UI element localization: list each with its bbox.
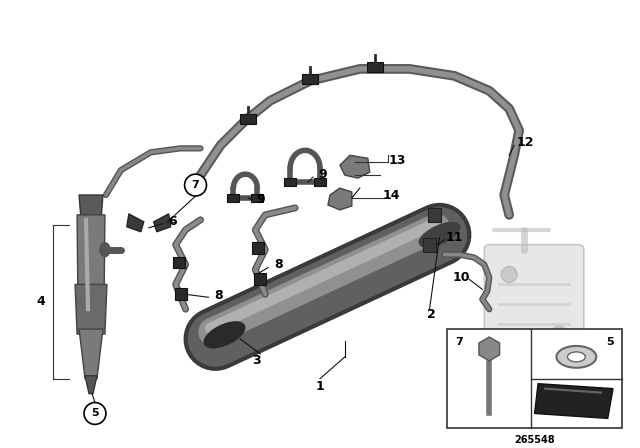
Bar (447, 329, 621, 428)
Polygon shape (77, 215, 105, 314)
Text: 5: 5 (91, 409, 99, 418)
Circle shape (501, 267, 517, 282)
Bar (428, 208, 442, 222)
Circle shape (184, 174, 207, 196)
Text: 9: 9 (319, 168, 327, 181)
Polygon shape (127, 214, 144, 232)
Polygon shape (154, 214, 171, 232)
Polygon shape (534, 383, 613, 418)
Text: 11: 11 (445, 231, 463, 244)
Bar (227, 194, 239, 202)
Polygon shape (328, 188, 352, 210)
Ellipse shape (556, 346, 596, 368)
Text: 6: 6 (168, 215, 177, 228)
Text: 4: 4 (37, 295, 45, 308)
Text: 265548: 265548 (515, 435, 555, 445)
Text: 13: 13 (389, 154, 406, 167)
Text: 14: 14 (383, 189, 401, 202)
Bar (252, 194, 263, 202)
Text: 1: 1 (316, 380, 324, 393)
Text: 2: 2 (427, 308, 436, 321)
Text: 8: 8 (274, 258, 282, 271)
Circle shape (551, 326, 567, 342)
Text: 10: 10 (452, 271, 470, 284)
Bar (254, 273, 266, 285)
FancyBboxPatch shape (484, 245, 584, 364)
Bar (175, 289, 187, 300)
Polygon shape (79, 329, 103, 379)
Text: 12: 12 (516, 136, 534, 149)
Bar (314, 178, 326, 186)
Bar (367, 62, 383, 72)
Bar (173, 257, 184, 268)
Bar (241, 114, 256, 124)
Bar (284, 178, 296, 186)
Text: 8: 8 (214, 289, 223, 302)
Ellipse shape (419, 223, 460, 247)
Text: 7: 7 (191, 180, 200, 190)
Text: 7: 7 (456, 337, 463, 347)
Bar (252, 241, 264, 254)
Bar (422, 238, 436, 252)
Polygon shape (340, 155, 370, 178)
Polygon shape (85, 376, 97, 394)
Polygon shape (75, 284, 107, 334)
Ellipse shape (204, 322, 244, 348)
Bar (302, 74, 318, 84)
Text: 9: 9 (256, 194, 264, 207)
Ellipse shape (100, 243, 110, 257)
Polygon shape (79, 195, 103, 220)
Text: 3: 3 (252, 354, 260, 367)
Ellipse shape (568, 352, 586, 362)
Text: 5: 5 (606, 337, 614, 347)
Circle shape (84, 403, 106, 424)
